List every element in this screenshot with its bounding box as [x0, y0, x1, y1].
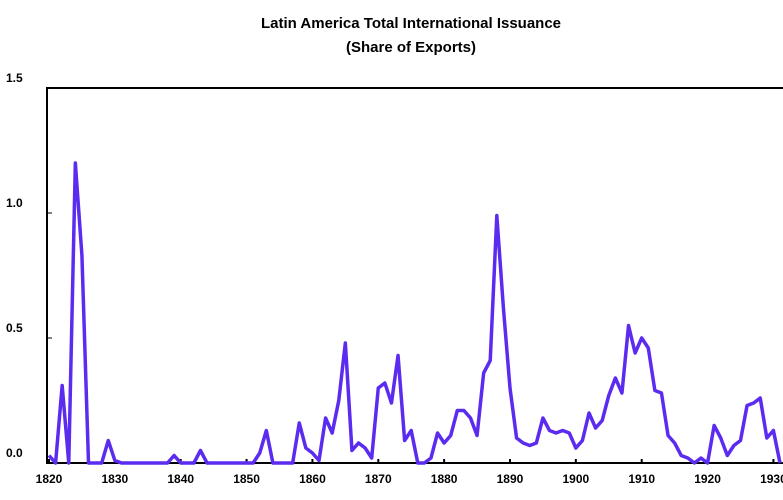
y-tick-label: 1.5	[6, 71, 23, 85]
x-tick-label: 1910	[628, 472, 655, 486]
x-tick-label: 1830	[102, 472, 129, 486]
plot-frame	[46, 87, 783, 464]
x-tick-label: 1920	[694, 472, 721, 486]
x-tick-label: 1890	[497, 472, 524, 486]
x-tick-label: 1840	[167, 472, 194, 486]
x-tick-label: 1900	[562, 472, 589, 486]
chart-title: Latin America Total International Issuan…	[261, 15, 561, 32]
chart-subtitle: (Share of Exports)	[346, 39, 476, 56]
x-tick-label: 1880	[431, 472, 458, 486]
x-tick-label: 1820	[36, 472, 63, 486]
x-tick-label: 1930	[760, 472, 783, 486]
x-tick-label: 1860	[299, 472, 326, 486]
y-tick-label: 0.0	[6, 446, 23, 460]
y-tick-label: 0.5	[6, 321, 23, 335]
data-line	[47, 161, 782, 465]
y-tick-label: 1.0	[6, 196, 23, 210]
x-tick-label: 1870	[365, 472, 392, 486]
x-tick-label: 1850	[233, 472, 260, 486]
